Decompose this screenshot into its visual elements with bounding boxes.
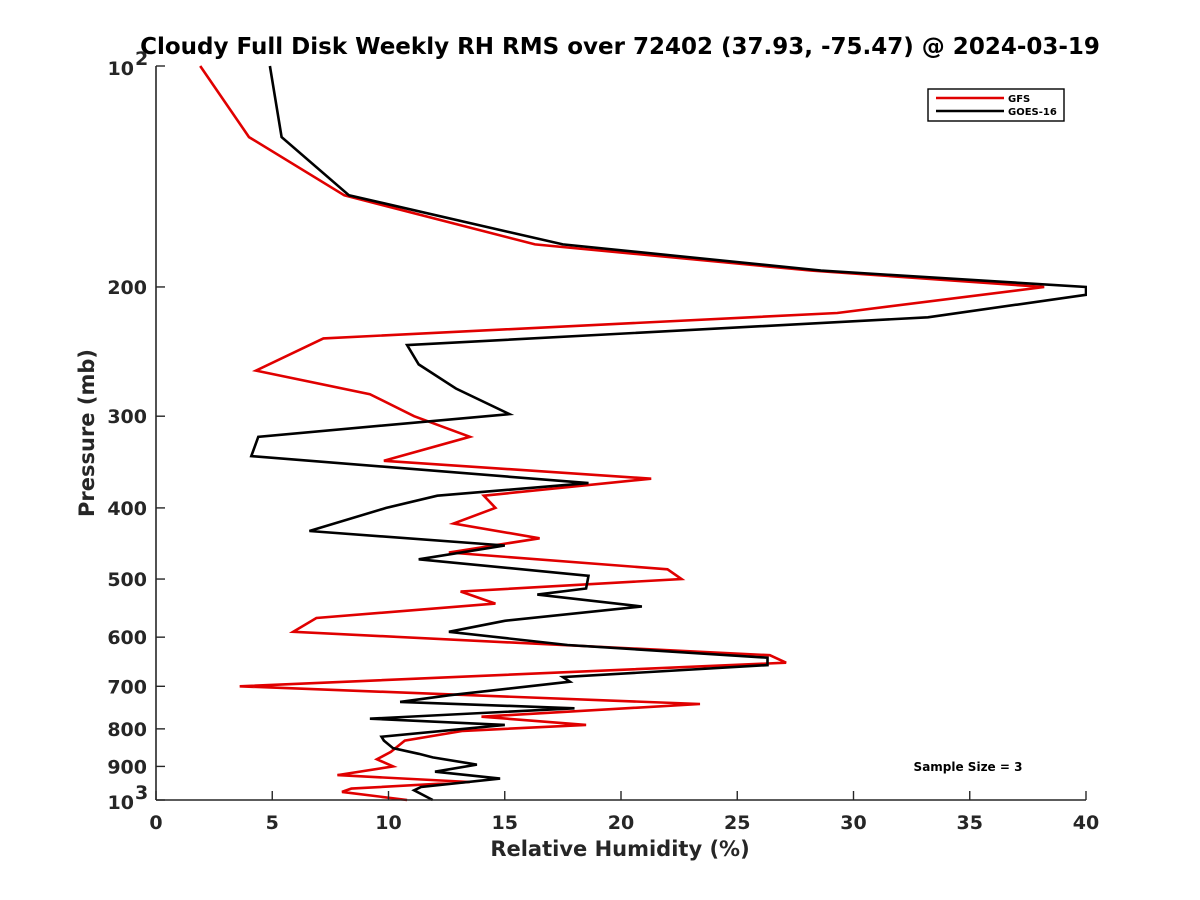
x-axis-ticks: 0 5 10 15 20 25 30 35 40 xyxy=(149,791,1099,834)
y-tick-label: 800 xyxy=(107,719,147,741)
y-tick-label: 500 xyxy=(107,569,147,591)
y-tick-label: 200 xyxy=(107,277,147,299)
legend-box xyxy=(927,88,1065,122)
x-tick-label: 15 xyxy=(492,812,518,834)
y-tick-label: 10 xyxy=(108,58,134,80)
legend: GFS GOES-16 xyxy=(927,88,1065,122)
x-tick-label: 5 xyxy=(266,812,279,834)
series-line-gfs xyxy=(199,65,1045,802)
x-tick-label: 20 xyxy=(608,812,634,834)
x-axis-label: Relative Humidity (%) xyxy=(490,837,749,861)
x-tick-label: 30 xyxy=(840,812,866,834)
x-tick-label: 10 xyxy=(375,812,401,834)
y-tick-label: 600 xyxy=(107,627,147,649)
legend-label: GFS xyxy=(1008,94,1030,105)
series-group xyxy=(199,65,1087,802)
y-tick-label: 900 xyxy=(107,756,147,778)
x-tick-label: 35 xyxy=(957,812,983,834)
y-axis-label: Pressure (mb) xyxy=(75,349,99,517)
y-tick-exponent: 3 xyxy=(135,782,148,804)
y-tick-label: 700 xyxy=(107,676,147,698)
x-tick-label: 40 xyxy=(1073,812,1099,834)
y-tick-label: 300 xyxy=(107,406,147,428)
y-tick-label: 400 xyxy=(107,498,147,520)
y-tick-label: 10 xyxy=(108,792,134,814)
sample-size-annotation: Sample Size = 3 xyxy=(914,760,1023,774)
series-line-goes-16 xyxy=(249,65,1087,802)
x-tick-label: 25 xyxy=(724,812,750,834)
legend-label: GOES-16 xyxy=(1008,107,1057,118)
chart-title: Cloudy Full Disk Weekly RH RMS over 7240… xyxy=(140,34,1100,60)
x-tick-label: 0 xyxy=(149,812,162,834)
y-tick-exponent: 2 xyxy=(135,48,148,70)
